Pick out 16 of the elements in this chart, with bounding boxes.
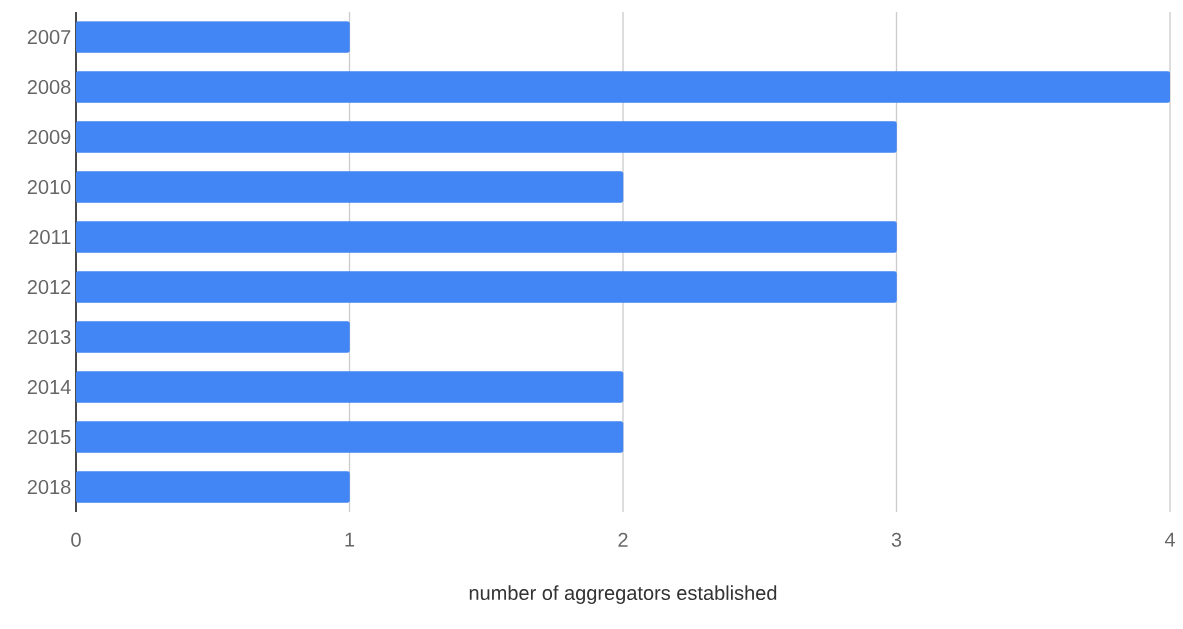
x-tick-label: 3	[891, 532, 902, 547]
y-tick-label: 2015	[27, 429, 71, 445]
y-tick-label: 2010	[27, 179, 71, 195]
y-tick-label: 2009	[27, 129, 71, 145]
x-tick-label: 4	[1164, 532, 1175, 547]
y-tick-label: 2013	[27, 329, 71, 345]
x-tick-label: 2	[618, 532, 628, 547]
x-tick-label: 0	[71, 532, 81, 547]
y-tick-label: 2012	[27, 279, 71, 295]
y-tick-label: 2018	[27, 479, 71, 495]
x-tick-label: 1	[345, 532, 355, 547]
y-tick-label: 2007	[27, 29, 71, 45]
y-tick-label: 2008	[27, 79, 71, 95]
y-tick-label: 2014	[27, 379, 71, 395]
x-axis-title: number of aggregators established	[469, 585, 777, 604]
y-tick-label: 2011	[29, 229, 71, 245]
